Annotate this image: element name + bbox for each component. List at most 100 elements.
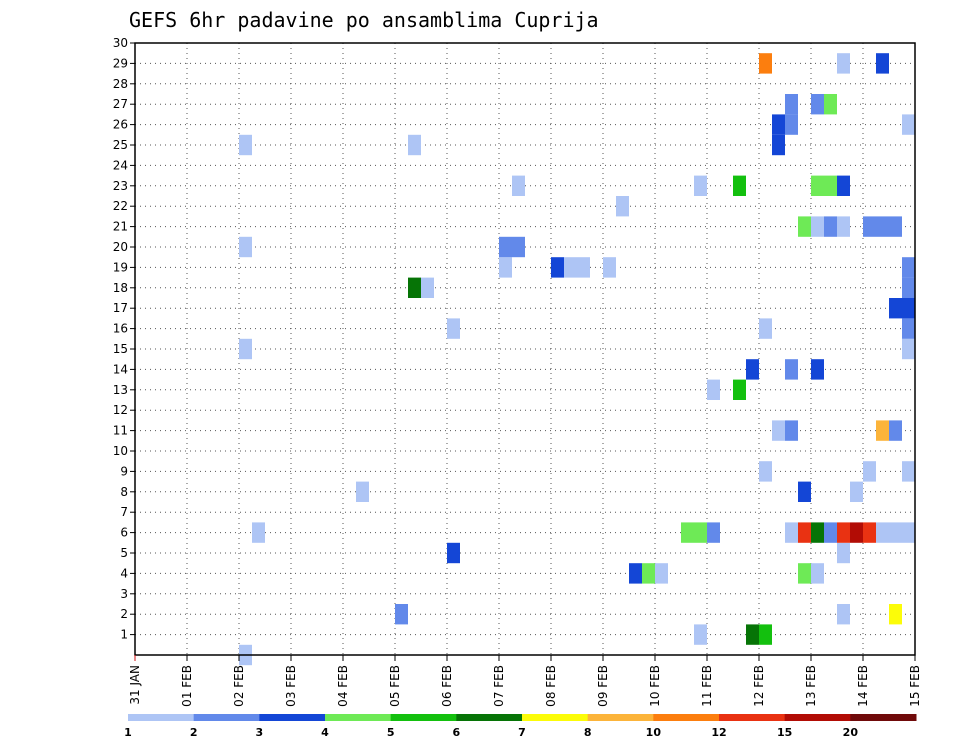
y-tick-label: 16 xyxy=(113,322,128,336)
legend-swatch xyxy=(390,714,457,721)
heatmap-cell xyxy=(512,175,525,196)
heatmap-cell xyxy=(564,257,577,278)
heatmap-cell xyxy=(824,94,837,115)
heatmap-cell xyxy=(577,257,590,278)
chart-title: GEFS 6hr padavine po ansamblima Cuprija xyxy=(129,8,599,32)
heatmap-cell xyxy=(889,298,902,319)
heatmap-cell xyxy=(746,359,759,380)
heatmap-cell xyxy=(902,522,915,543)
legend-label: 7 xyxy=(518,726,526,739)
heatmap-cell xyxy=(902,298,915,319)
heatmap-cell xyxy=(239,236,252,258)
heatmap-cell xyxy=(811,522,824,543)
heatmap-cell xyxy=(876,53,889,74)
legend-label: 3 xyxy=(256,726,264,739)
x-tick-label: 10 FEB xyxy=(648,665,662,707)
legend-swatch xyxy=(653,714,720,721)
heatmap-cell xyxy=(837,216,850,237)
legend-label: 5 xyxy=(387,726,395,739)
heatmap-cell xyxy=(785,114,798,135)
heatmap-cell xyxy=(499,257,512,278)
heatmap-cell xyxy=(239,338,252,360)
heatmap-cell xyxy=(707,379,720,400)
heatmap-cell xyxy=(837,175,850,196)
y-tick-label: 12 xyxy=(113,403,128,417)
heatmap-cell xyxy=(863,216,876,237)
heatmap-cell xyxy=(837,542,850,564)
heatmap-cell xyxy=(837,522,850,543)
heatmap-cell xyxy=(785,522,798,543)
y-tick-label: 28 xyxy=(113,77,128,91)
x-tick-label: 14 FEB xyxy=(856,665,870,707)
heatmap-cell xyxy=(798,522,811,543)
heatmap-cell xyxy=(889,216,902,237)
y-tick-label: 10 xyxy=(113,444,128,458)
heatmap-cell xyxy=(408,134,421,156)
heatmap-cell xyxy=(811,216,824,237)
legend-swatch xyxy=(587,714,654,721)
legend-swatch xyxy=(784,714,851,721)
heatmap-cell xyxy=(798,216,811,237)
x-tick-label: 11 FEB xyxy=(700,665,714,707)
y-tick-label: 7 xyxy=(120,505,128,519)
y-tick-label: 6 xyxy=(120,526,128,540)
y-tick-label: 20 xyxy=(113,240,128,254)
heatmap-cell xyxy=(759,461,772,482)
heatmap-cell xyxy=(798,481,811,502)
heatmap-cell xyxy=(876,216,889,237)
heatmap-cell xyxy=(824,216,837,237)
legend-label: 12 xyxy=(711,726,726,739)
heatmap-cell xyxy=(694,175,707,196)
heatmap-cell xyxy=(837,53,850,74)
y-tick-label: 17 xyxy=(113,301,128,315)
x-tick-label: 12 FEB xyxy=(752,665,766,707)
y-tick-label: 3 xyxy=(120,587,128,601)
heatmap-cell xyxy=(785,420,798,441)
heatmap-cell xyxy=(733,379,746,400)
legend-label: 4 xyxy=(321,726,329,739)
heatmap-cell xyxy=(551,257,564,278)
x-tick-label: 06 FEB xyxy=(440,665,454,707)
y-tick-label: 18 xyxy=(113,281,128,295)
heatmap-cell xyxy=(902,257,915,278)
heatmap-cell xyxy=(655,563,668,584)
heatmap-cell xyxy=(785,94,798,115)
heatmap-cell xyxy=(824,522,837,543)
heatmap-cell xyxy=(252,522,265,543)
legend-label: 10 xyxy=(646,726,662,739)
y-tick-label: 13 xyxy=(113,383,128,397)
x-tick-label: 31 JAN xyxy=(128,665,142,705)
heatmap-cell xyxy=(889,420,902,441)
heatmap-cell xyxy=(694,522,707,543)
y-tick-label: 14 xyxy=(113,362,128,376)
y-tick-label: 22 xyxy=(113,199,128,213)
legend-label: 6 xyxy=(453,726,461,739)
heatmap-cell xyxy=(863,522,876,543)
heatmap-cell xyxy=(811,175,824,196)
heatmap-cell xyxy=(811,94,824,115)
legend-swatch xyxy=(128,714,195,721)
y-tick-label: 2 xyxy=(120,607,128,621)
x-tick-label: 09 FEB xyxy=(596,665,610,707)
heatmap-cell xyxy=(889,604,902,625)
y-tick-label: 30 xyxy=(113,36,128,50)
heatmap-cell xyxy=(811,359,824,380)
heatmap-cell xyxy=(876,522,889,543)
y-tick-label: 29 xyxy=(113,56,128,70)
heatmap-cell xyxy=(902,338,915,360)
heatmap-cell xyxy=(395,604,408,625)
heatmap-cell xyxy=(356,481,369,502)
heatmap-cells xyxy=(239,53,915,666)
heatmap-cell xyxy=(772,420,785,441)
heatmap-cell xyxy=(785,359,798,380)
legend-label: 15 xyxy=(777,726,792,739)
heatmap-cell xyxy=(642,563,655,584)
x-tick-label: 04 FEB xyxy=(336,665,350,707)
legend-swatch xyxy=(456,714,523,721)
heatmap-cell xyxy=(876,420,889,441)
x-tick-label: 01 FEB xyxy=(180,665,194,707)
heatmap-cell xyxy=(746,624,759,645)
heatmap-cell xyxy=(499,236,512,258)
heatmap-cell xyxy=(447,542,460,564)
